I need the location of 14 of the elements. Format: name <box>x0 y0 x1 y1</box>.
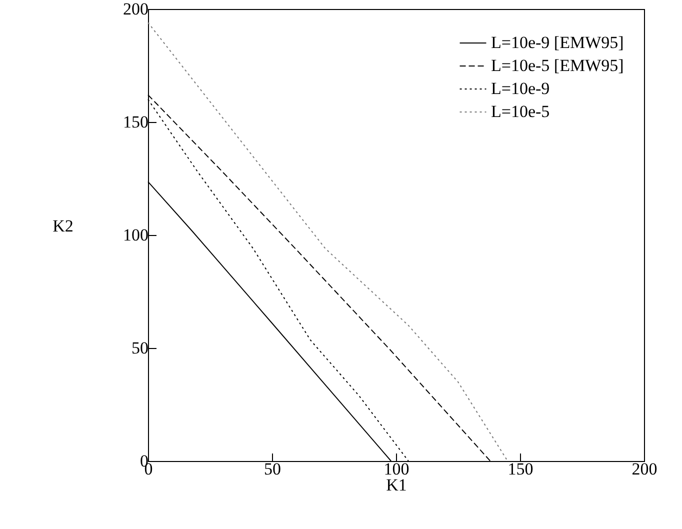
y-tick-label: 200 <box>123 0 148 18</box>
x-axis-title: K1 <box>386 476 407 494</box>
y-tick-label: 150 <box>123 112 148 132</box>
y-tick-label: 50 <box>132 338 148 358</box>
y-tick-label: 100 <box>123 226 148 244</box>
legend-label: L=10e-5 [EMW95] <box>491 56 624 75</box>
x-tick-label: 50 <box>264 460 281 478</box>
y-axis-title: K2 <box>52 216 74 236</box>
legend-label: L=10e-9 <box>491 79 550 98</box>
x-tick-label: 150 <box>508 460 534 478</box>
x-tick-label: 100 <box>384 460 410 478</box>
legend-label: L=10e-5 <box>491 102 550 121</box>
legend-label: L=10e-9 [EMW95] <box>491 33 624 52</box>
x-tick-label: 200 <box>632 460 658 478</box>
